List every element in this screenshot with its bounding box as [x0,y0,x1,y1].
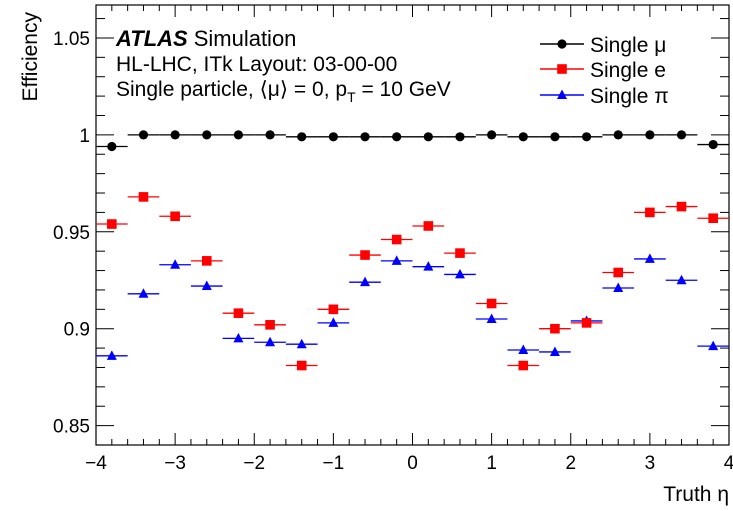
x-tick-label: 0 [407,453,418,474]
data-point [233,308,244,318]
data-point [645,207,655,218]
legend-marker [557,89,567,99]
x-tick-label: −2 [243,453,265,474]
data-point [202,130,212,140]
y-tick-label: 1.05 [53,29,90,50]
data-point [486,298,497,309]
x-axis-label: Truth η [663,483,729,506]
series-triangle [96,253,729,360]
data-point [644,253,655,263]
annotation-conditions: Single particle, ⟨μ⟩ = 0, pT = 10 GeV [116,78,451,105]
data-point [423,261,434,271]
legend-label: Single π [590,85,669,108]
x-tick-label: −3 [164,453,186,474]
data-point [676,274,687,285]
data-point [328,304,339,315]
data-point [423,221,434,231]
x-tick-label: 4 [724,453,733,474]
y-tick-label: 0.9 [64,320,90,341]
data-point [107,141,117,152]
data-point [106,350,117,360]
annotation-layout: HL-LHC, ITk Layout: 03-00-00 [116,53,397,76]
data-point [613,130,623,140]
data-point [265,336,276,347]
data-point [233,332,244,343]
series-layer [96,130,729,371]
data-point [138,130,149,140]
data-point [201,280,212,291]
data-point [296,338,307,349]
x-tick-label: 3 [645,453,656,474]
data-point [676,130,687,140]
legend-label: Single μ [590,34,666,57]
data-point [391,234,402,245]
data-point [201,256,212,266]
data-point [676,201,687,212]
data-point [170,130,180,140]
data-point [265,320,275,330]
data-point [138,288,149,298]
data-point [549,346,560,356]
series-square [96,192,729,371]
legend-marker [557,39,567,49]
y-tick-label: 1 [79,126,90,147]
data-point [360,276,371,287]
data-point [392,132,402,142]
series-circle [96,130,729,152]
data-point [487,130,497,140]
x-tick-label: −1 [323,453,345,474]
data-point [360,250,370,260]
data-point [454,268,465,279]
data-point [391,255,402,265]
annotation-block: ATLAS Simulation HL-LHC, ITk Layout: 03-0… [115,26,451,105]
y-axis-label: Efficiency [19,12,42,102]
data-point [455,132,465,142]
data-point [613,282,624,292]
axes: −4 −3 −2 −1 0 1 2 3 4 0.85 0.9 0.95 1 1.05 [53,5,733,474]
data-point [107,219,117,229]
data-point [645,130,655,140]
legend-marker [557,64,567,74]
data-point [360,132,370,142]
data-point [613,267,624,278]
data-point [581,318,592,328]
data-point [550,323,560,334]
data-point [328,317,339,327]
data-point [518,344,529,355]
data-point [297,132,307,142]
data-point [486,313,497,324]
x-tick-label: 1 [486,453,497,474]
x-tick-label: 2 [565,453,576,474]
data-point [170,259,181,269]
x-tick-label: −4 [85,453,107,474]
data-point [138,192,149,202]
data-point [265,130,275,140]
data-point [423,132,433,142]
data-point [233,130,244,140]
data-point [581,132,592,142]
data-point [708,213,718,224]
data-point [708,340,719,351]
data-point [550,132,560,142]
y-tick-label: 0.95 [53,223,90,244]
y-tick-label: 0.85 [53,417,90,438]
data-point [518,132,528,142]
data-point [518,360,529,371]
data-point [455,248,465,258]
data-point [708,139,718,150]
data-point [296,360,307,371]
legend-label: Single e [590,59,666,82]
data-point [170,211,180,222]
annotation-experiment: ATLAS Simulation [115,26,296,51]
data-point [328,132,338,142]
